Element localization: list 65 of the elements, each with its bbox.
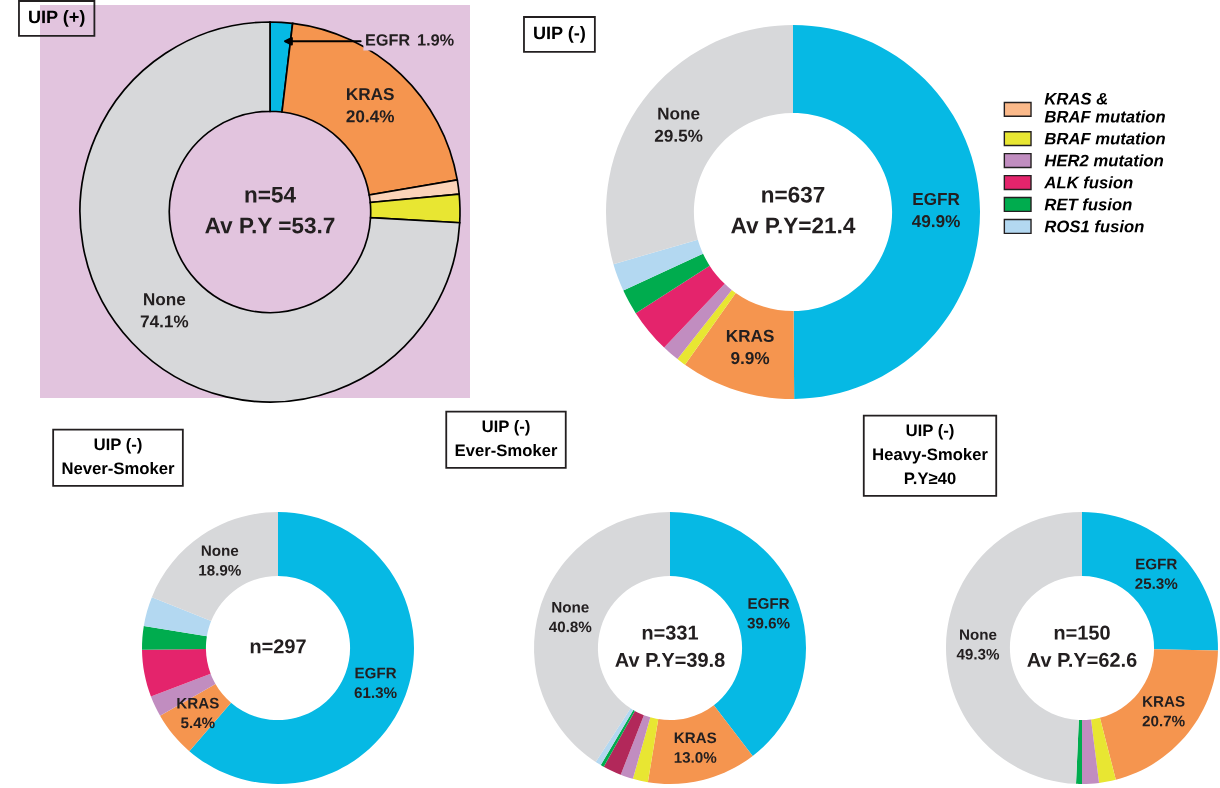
slice-label: EGFR xyxy=(748,598,790,609)
text: n=150 xyxy=(1054,625,1110,640)
slice-label: None xyxy=(658,107,700,120)
slice-label: EGFR xyxy=(1136,558,1178,570)
slice-label: None xyxy=(201,545,239,557)
text: Av P.Y=39.8 xyxy=(615,652,725,668)
text: n=331 xyxy=(642,625,699,640)
donut-slice xyxy=(623,253,710,314)
donut-slice xyxy=(603,710,644,775)
slice-label: KRAS xyxy=(347,88,394,101)
data-label: 29.5% xyxy=(654,129,703,142)
data-label: 13.0% xyxy=(674,752,717,763)
legend-label: ROS1 fusion xyxy=(1044,220,1144,233)
data-label: 5.4% xyxy=(181,717,215,729)
text: Av P.Y=21.4 xyxy=(731,217,856,234)
donut-slice xyxy=(1082,719,1100,784)
data-label: 40.8% xyxy=(548,621,592,633)
donut-slice xyxy=(151,512,278,622)
slice-label: EGFR xyxy=(366,34,410,46)
slice-label: KRAS xyxy=(177,697,219,709)
slice-label: None xyxy=(144,293,186,306)
legend-label: BRAF mutation xyxy=(1044,132,1165,145)
chart-title: UIP (+) xyxy=(29,10,85,27)
data-label: 20.4% xyxy=(346,110,395,123)
slice-label: EGFR xyxy=(355,667,397,679)
data-label: 20.7% xyxy=(1142,715,1185,727)
donut-slice xyxy=(1091,717,1116,783)
legend-label: RET fusion xyxy=(1044,198,1132,211)
chart-title: UIP (-) Heavy-Smoker P.Y≥40 xyxy=(873,424,988,485)
text: n=637 xyxy=(762,186,825,203)
data-label: 1.9% xyxy=(418,34,454,46)
slice-label: EGFR xyxy=(913,192,960,206)
donut-slice xyxy=(142,648,211,697)
data-label: 49.3% xyxy=(956,648,1000,660)
slice-label: None xyxy=(960,629,997,640)
data-label: 9.9% xyxy=(731,352,770,365)
data-label: 74.1% xyxy=(140,315,189,328)
donut-slice xyxy=(613,239,704,291)
legend-label: KRAS & BRAF mutation xyxy=(1044,92,1165,123)
data-label: 25.3% xyxy=(1135,578,1178,590)
legend-label: HER2 mutation xyxy=(1044,154,1164,167)
text: Av P.Y =53.7 xyxy=(205,217,335,234)
data-label: 39.6% xyxy=(747,617,790,629)
data-label: 61.3% xyxy=(354,687,397,699)
chart-title: UIP (-) xyxy=(534,26,585,43)
text: n=297 xyxy=(250,639,306,654)
donut-slice xyxy=(143,597,212,637)
slice-label: KRAS xyxy=(674,732,717,744)
slice-label: KRAS xyxy=(1143,696,1185,707)
text: n=54 xyxy=(245,186,296,203)
data-label: 49.9% xyxy=(912,215,960,228)
text: Av P.Y=62.6 xyxy=(1027,652,1137,668)
donut-slice xyxy=(635,265,725,348)
donut-slice xyxy=(620,715,651,779)
donut-slice xyxy=(142,625,207,650)
donut-slice xyxy=(1076,720,1082,784)
donut-slice xyxy=(632,717,659,783)
legend-label: ALK fusion xyxy=(1044,176,1133,189)
donut-slice xyxy=(684,292,795,399)
donut-slice xyxy=(647,705,753,784)
slice-label: None xyxy=(552,602,589,613)
slice-label: KRAS xyxy=(726,329,774,342)
chart-title: UIP (-) Ever-Smoker xyxy=(455,420,558,457)
data-label: 18.9% xyxy=(199,564,241,576)
chart-title: UIP (-) Never-Smoker xyxy=(62,438,175,475)
